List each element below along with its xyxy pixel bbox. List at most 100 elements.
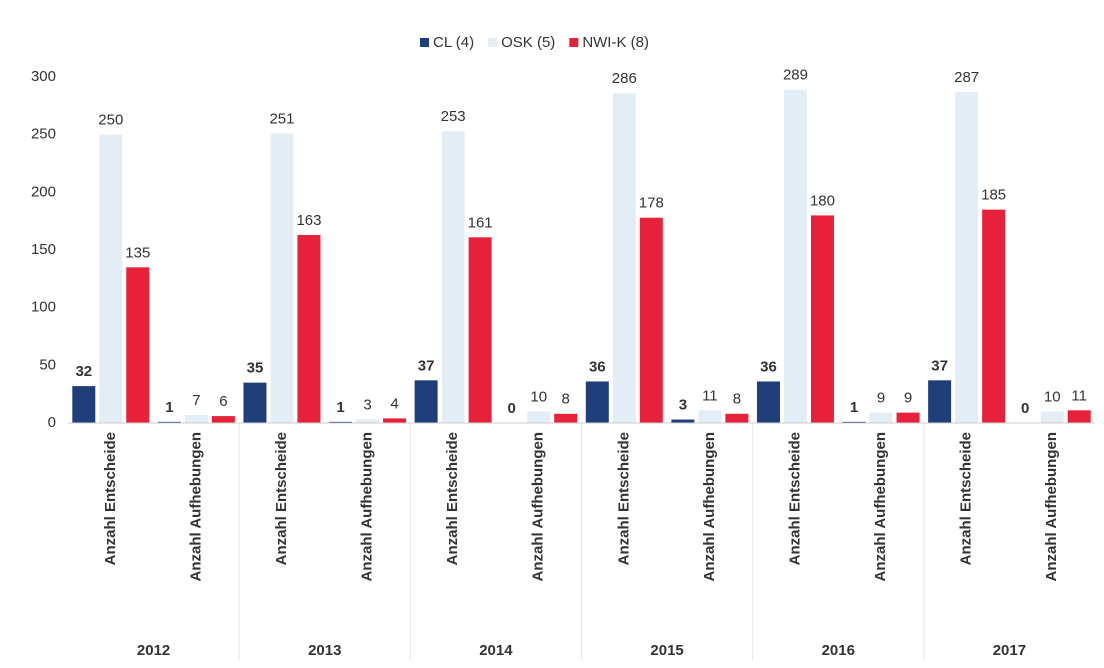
bar (329, 421, 353, 423)
bar (99, 134, 123, 423)
group-label: 2017 (993, 642, 1026, 659)
bar (982, 209, 1006, 423)
x-tick-label: Anzahl Entscheide (615, 432, 632, 565)
group-label: 2012 (137, 642, 170, 659)
value-label: 11 (1071, 387, 1087, 404)
bar (783, 89, 807, 423)
bar (184, 414, 208, 423)
value-label: 1 (850, 399, 858, 416)
bar (928, 380, 952, 423)
y-tick-label: 100 (31, 299, 56, 316)
bar (810, 215, 834, 423)
x-tick-label: Anzahl Entscheide (958, 432, 975, 565)
value-label: 178 (639, 195, 664, 212)
bar (270, 133, 294, 423)
bar (297, 235, 321, 423)
value-label: 37 (418, 357, 435, 374)
value-label: 32 (75, 363, 92, 380)
value-label: 1 (165, 399, 173, 416)
x-tick-label: Anzahl Aufhebungen (701, 432, 718, 581)
legend-label: CL (4) (433, 34, 474, 51)
value-label: 287 (954, 69, 979, 86)
x-tick-label: Anzahl Aufhebungen (872, 432, 889, 581)
value-label: 135 (125, 244, 150, 261)
value-label: 8 (562, 391, 570, 408)
value-label: 10 (530, 388, 547, 405)
value-label: 36 (760, 358, 777, 375)
bar (72, 386, 96, 423)
value-label: 3 (363, 397, 371, 414)
bar (671, 419, 695, 423)
x-tick-label: Anzahl Aufhebungen (187, 432, 204, 581)
bar (869, 412, 893, 423)
value-label: 10 (1044, 388, 1061, 405)
bar (955, 91, 979, 423)
x-tick-label: Anzahl Aufhebungen (1043, 432, 1060, 581)
value-label: 289 (783, 67, 808, 84)
value-label: 163 (296, 212, 321, 229)
value-label: 185 (981, 187, 1006, 204)
value-label: 11 (702, 387, 718, 404)
group-label: 2013 (308, 642, 341, 659)
value-label: 6 (219, 393, 227, 410)
bar (414, 380, 438, 423)
value-label: 35 (247, 360, 264, 377)
bar (698, 410, 722, 423)
bar (383, 418, 407, 423)
x-tick-label: Anzahl Aufhebungen (530, 432, 547, 581)
bar (356, 419, 380, 423)
bar (896, 412, 920, 423)
value-label: 253 (441, 108, 466, 125)
bar (1067, 410, 1091, 423)
legend-swatch (569, 38, 579, 47)
bar (725, 413, 749, 423)
bar (842, 421, 866, 423)
value-label: 3 (679, 397, 687, 414)
x-tick-label: Anzahl Entscheide (444, 432, 461, 565)
bar (612, 93, 636, 423)
y-tick-label: 250 (31, 126, 56, 143)
group-label: 2014 (479, 642, 513, 659)
value-label: 8 (733, 391, 741, 408)
x-tick-label: Anzahl Entscheide (273, 432, 290, 565)
bar (585, 381, 609, 423)
value-label: 9 (877, 390, 885, 407)
value-label: 7 (192, 392, 200, 409)
bar (756, 381, 780, 423)
value-label: 9 (904, 390, 912, 407)
value-label: 0 (1021, 400, 1029, 417)
bar (243, 382, 267, 423)
y-tick-label: 0 (48, 414, 56, 431)
y-tick-label: 50 (39, 356, 56, 373)
value-label: 251 (269, 110, 294, 127)
x-tick-label: Anzahl Entscheide (786, 432, 803, 565)
x-tick-label: Anzahl Aufhebungen (359, 432, 376, 581)
y-tick-label: 300 (31, 68, 56, 85)
bar (527, 411, 551, 423)
value-label: 180 (810, 192, 835, 209)
bar (441, 131, 465, 423)
bar (211, 416, 235, 423)
bar (157, 421, 181, 423)
group-label: 2015 (650, 642, 683, 659)
value-label: 37 (931, 357, 948, 374)
y-tick-label: 150 (31, 241, 56, 258)
bar (468, 237, 492, 423)
bar (1040, 411, 1064, 423)
value-label: 0 (508, 400, 516, 417)
value-label: 250 (98, 112, 123, 129)
value-label: 161 (468, 214, 493, 231)
value-label: 36 (589, 358, 606, 375)
legend-swatch (420, 38, 429, 47)
bar (554, 413, 578, 423)
x-tick-label: Anzahl Entscheide (102, 432, 119, 565)
value-label: 1 (336, 399, 344, 416)
y-tick-label: 200 (31, 183, 56, 200)
value-label: 4 (390, 395, 398, 412)
legend-label: NWI-K (8) (582, 34, 649, 51)
group-label: 2016 (822, 642, 855, 659)
bar (639, 217, 663, 423)
value-label: 286 (612, 70, 637, 87)
bar (126, 267, 150, 423)
